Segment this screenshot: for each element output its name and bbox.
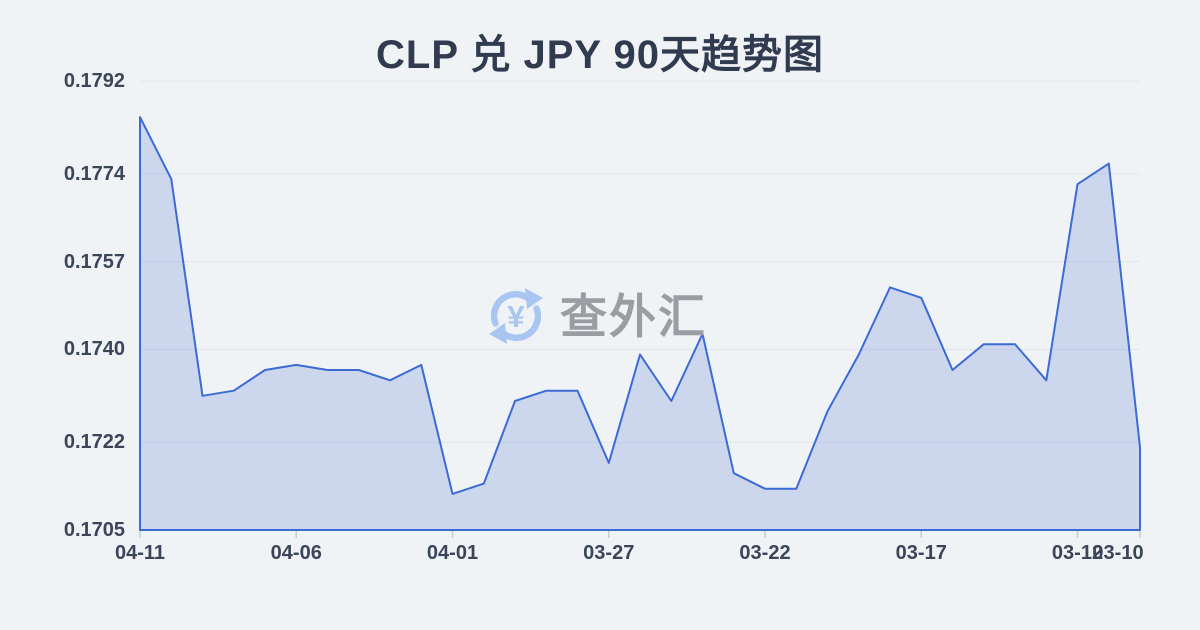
x-axis-label: 04-01 [426, 542, 479, 564]
x-axis-label: 03-12 [1051, 542, 1104, 564]
x-axis-label: 03-27 [583, 542, 635, 564]
y-axis-label: 0.1757 [63, 250, 125, 273]
x-axis-label: 04-11 [114, 542, 166, 564]
y-axis-label: 0.1774 [63, 162, 125, 185]
y-axis-label: 0.1792 [63, 70, 125, 92]
trend-area [139, 116, 1141, 531]
x-axis-label: 04-06 [270, 542, 322, 564]
trend-series [139, 116, 1141, 531]
page-title: CLP 兑 JPY 90天趋势图 [376, 33, 824, 77]
x-axis-label: 03-22 [739, 542, 791, 564]
x-axis-label: 03-17 [895, 542, 947, 564]
axis-ticks [139, 531, 1141, 538]
y-axis-label: 0.1705 [63, 519, 125, 541]
y-axis-label: 0.1740 [63, 338, 125, 361]
x-axis-label: 03-10 [1092, 542, 1144, 564]
y-axis-label: 0.1722 [63, 431, 125, 454]
